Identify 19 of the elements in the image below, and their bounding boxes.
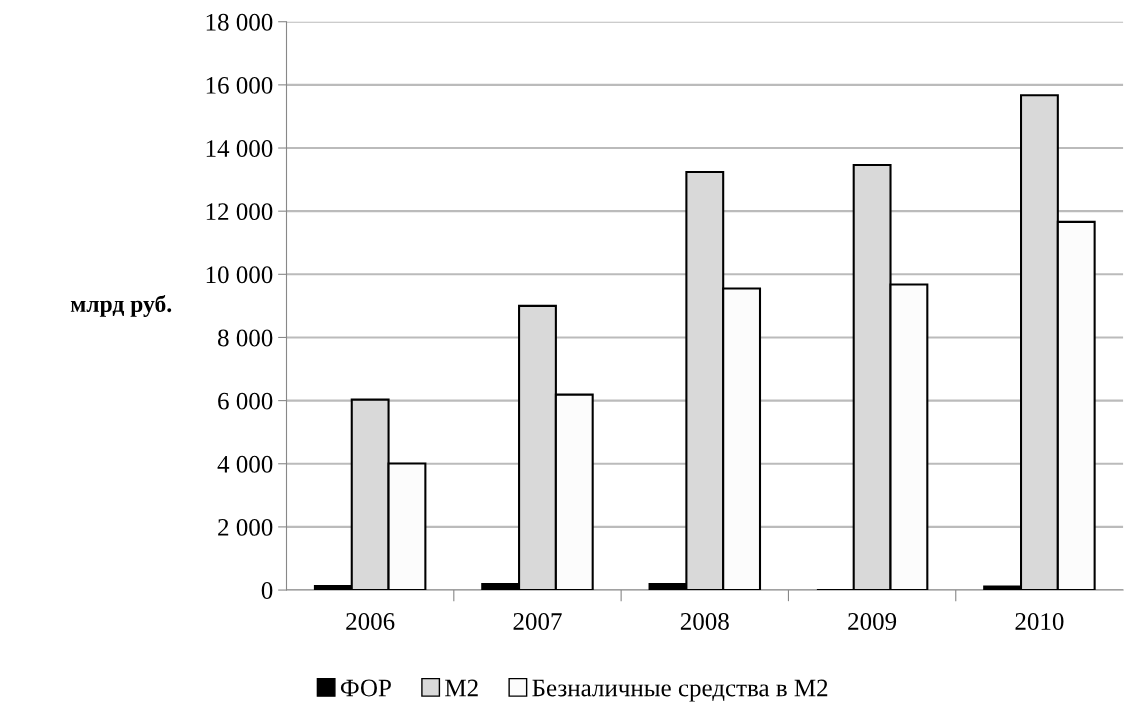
legend-label: М2 (445, 679, 478, 697)
y-tick-label: 16 000 (206, 76, 273, 94)
y-tick-label: 4 000 (217, 455, 273, 473)
y-tick-label: 8 000 (218, 329, 273, 347)
y-tick-label: 0 (261, 582, 273, 599)
x-tick-label: 2006 (346, 613, 395, 630)
y-tick-label: 12 000 (206, 203, 273, 221)
y-tick-label: 10 000 (206, 266, 273, 284)
x-tick-label: 2007 (513, 613, 562, 630)
x-tick-label: 2010 (1015, 613, 1064, 630)
y-tick-label: 18 000 (206, 13, 273, 31)
x-tick-label: 2008 (680, 613, 729, 630)
y-axis-title: млрд руб. (70, 294, 172, 317)
legend-label: Безналичные средства в М2 (532, 679, 828, 702)
x-tick-label: 2009 (848, 613, 897, 630)
y-tick-label: 2 000 (218, 518, 273, 536)
y-tick-label: 14 000 (206, 140, 273, 157)
legend-label: ФОР (340, 679, 391, 697)
y-tick-label: 6 000 (218, 392, 273, 410)
